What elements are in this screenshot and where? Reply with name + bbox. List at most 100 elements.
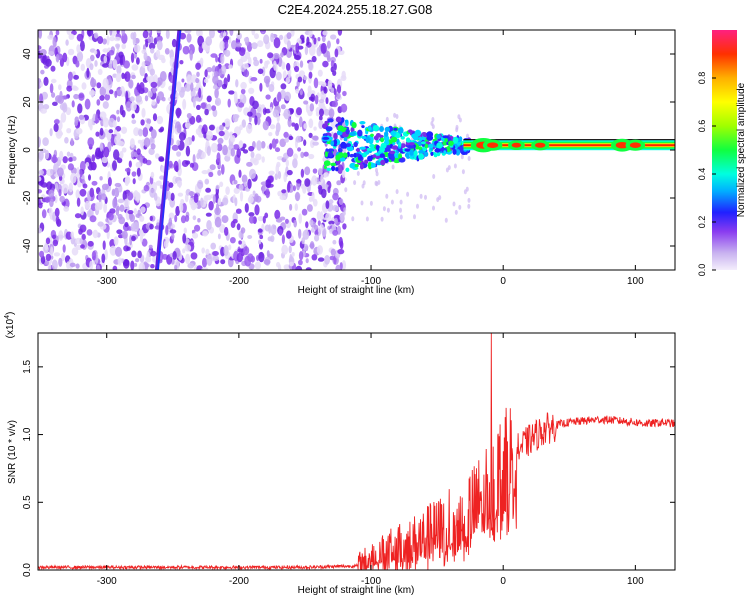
noise-speck: [101, 253, 106, 264]
noise-speck: [89, 63, 94, 71]
noise-speck: [150, 250, 157, 257]
faint-speck: [454, 209, 458, 215]
noise-speck: [306, 36, 310, 46]
noise-speck: [136, 167, 141, 177]
signal-speck: [355, 148, 361, 152]
noise-speck: [215, 184, 220, 190]
signal-speck: [353, 152, 358, 158]
noise-speck: [322, 60, 329, 68]
noise-speck: [241, 119, 246, 128]
noise-speck: [137, 209, 141, 216]
noise-speck: [194, 97, 202, 102]
noise-speck: [184, 244, 192, 252]
faint-speck: [458, 117, 462, 123]
noise-speck: [257, 106, 262, 113]
faint-speck: [385, 193, 389, 199]
noise-speck: [224, 41, 229, 49]
noise-speck: [124, 222, 129, 228]
noise-speck: [115, 43, 121, 48]
signal-speck: [393, 127, 398, 131]
colorbar-tick-label: 0.2: [697, 216, 707, 229]
signal-speck: [333, 132, 338, 140]
noise-speck: [45, 58, 52, 67]
noise-speck: [150, 129, 157, 139]
noise-speck: [165, 225, 169, 236]
noise-speck: [275, 129, 280, 137]
noise-speck: [143, 184, 150, 192]
noise-speck: [321, 35, 326, 43]
noise-speck: [45, 253, 52, 262]
noise-speck: [308, 153, 315, 160]
noise-speck: [62, 244, 66, 253]
noise-speck: [278, 228, 283, 236]
signal-speck: [418, 150, 423, 154]
noise-speck: [40, 69, 45, 75]
noise-speck: [100, 193, 107, 201]
signal-speck: [322, 136, 330, 140]
noise-speck: [313, 198, 318, 207]
noise-speck: [304, 178, 311, 187]
noise-speck: [53, 123, 59, 132]
noise-speck: [227, 73, 231, 83]
noise-speck: [185, 122, 191, 129]
noise-speck: [176, 151, 182, 157]
noise-speck: [279, 138, 287, 148]
noise-speck: [55, 53, 60, 63]
noise-speck: [102, 63, 109, 68]
noise-speck: [186, 33, 192, 43]
noise-speck: [230, 135, 236, 143]
noise-speck: [291, 252, 295, 257]
faint-speck: [380, 216, 384, 222]
noise-speck: [70, 172, 77, 184]
noise-speck: [38, 150, 44, 161]
noise-speck: [248, 87, 255, 95]
noise-speck: [191, 135, 195, 142]
noise-speck: [279, 216, 286, 221]
signal-speck: [372, 154, 377, 158]
noise-speck: [92, 229, 99, 239]
noise-speck: [42, 104, 50, 110]
noise-speck: [76, 127, 83, 135]
x-tick-label: -200: [229, 576, 249, 587]
noise-speck: [314, 94, 319, 105]
signal-speck: [390, 136, 398, 143]
signal-speck: [349, 131, 357, 136]
noise-speck: [144, 95, 149, 102]
noise-speck: [337, 30, 343, 36]
noise-speck: [179, 60, 184, 65]
noise-speck: [328, 199, 334, 205]
noise-speck: [300, 37, 305, 43]
signal-speck: [365, 136, 370, 144]
noise-speck: [72, 156, 77, 162]
snr-frame: [37, 332, 676, 571]
noise-speck: [228, 64, 233, 69]
noise-speck: [235, 79, 239, 88]
faint-speck: [353, 180, 357, 186]
noise-speck: [133, 262, 138, 267]
noise-speck: [222, 144, 228, 156]
noise-speck: [68, 157, 74, 162]
noise-speck: [112, 120, 117, 128]
noise-speck: [206, 145, 211, 157]
noise-speck: [196, 30, 201, 37]
noise-speck: [168, 217, 173, 227]
noise-speck: [281, 244, 289, 255]
noise-speck: [89, 260, 94, 270]
noise-speck: [79, 224, 87, 233]
noise-speck: [87, 137, 95, 148]
noise-speck: [221, 83, 227, 90]
noise-speck: [228, 244, 232, 251]
noise-speck: [260, 141, 266, 149]
faint-speck: [391, 164, 395, 170]
faint-speck: [382, 206, 386, 212]
noise-speck: [133, 208, 137, 215]
noise-speck: [237, 59, 244, 67]
noise-speck: [297, 76, 303, 83]
noise-speck: [79, 40, 85, 52]
noise-speck: [232, 114, 240, 119]
noise-speck: [127, 210, 134, 215]
noise-speck: [161, 97, 166, 102]
y-tick-label: 0: [22, 147, 33, 153]
noise-speck: [324, 254, 331, 265]
noise-speck: [247, 235, 253, 239]
